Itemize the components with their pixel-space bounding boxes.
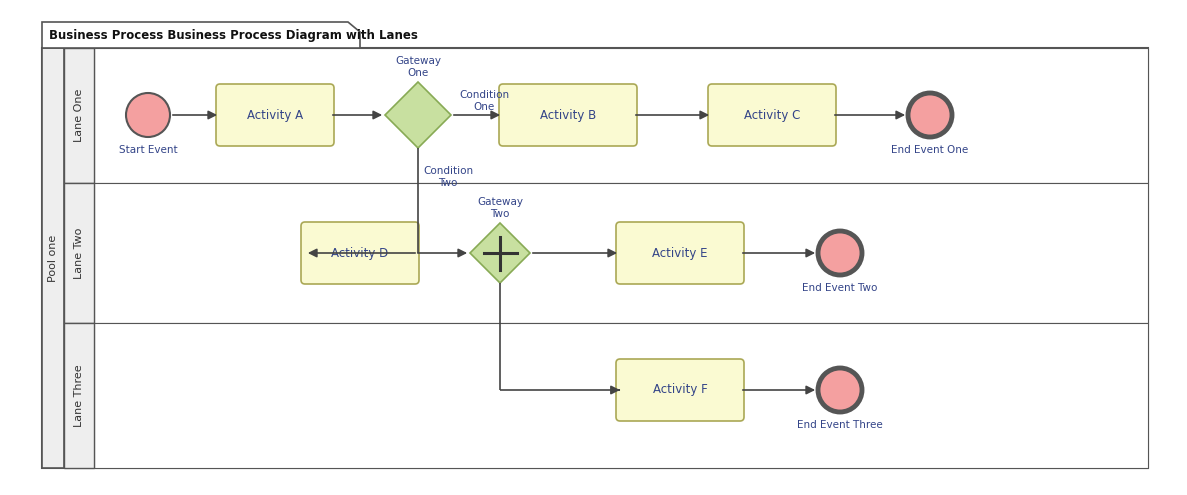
Text: Activity A: Activity A [247, 108, 303, 121]
Text: Activity C: Activity C [744, 108, 800, 121]
Text: Pool one: Pool one [47, 234, 58, 282]
Text: Lane Two: Lane Two [74, 227, 84, 279]
FancyBboxPatch shape [616, 222, 744, 284]
FancyBboxPatch shape [301, 222, 419, 284]
Text: Gateway
Two: Gateway Two [477, 198, 523, 219]
Bar [94, 48, 1148, 183]
Bar [64, 323, 94, 468]
Text: Lane One: Lane One [74, 89, 84, 142]
Text: End Event Two: End Event Two [802, 283, 877, 293]
Circle shape [818, 231, 862, 275]
Bar [94, 323, 1148, 468]
Text: Condition
Two: Condition Two [423, 166, 474, 188]
Bar [94, 183, 1148, 323]
Text: End Event Three: End Event Three [798, 420, 883, 430]
Text: Activity D: Activity D [331, 247, 388, 259]
Text: Activity E: Activity E [652, 247, 707, 259]
Text: Business Process Business Process Diagram with Lanes: Business Process Business Process Diagra… [49, 29, 418, 42]
Circle shape [818, 368, 862, 412]
Text: Lane Three: Lane Three [74, 364, 84, 427]
Text: Activity B: Activity B [540, 108, 596, 121]
Text: End Event One: End Event One [891, 145, 969, 155]
FancyBboxPatch shape [707, 84, 836, 146]
Text: Condition
One: Condition One [459, 90, 509, 112]
Polygon shape [470, 223, 531, 283]
FancyBboxPatch shape [216, 84, 334, 146]
Bar [64, 48, 94, 183]
Text: Gateway
One: Gateway One [395, 56, 442, 78]
Text: Start Event: Start Event [119, 145, 177, 155]
Text: Activity F: Activity F [653, 384, 707, 396]
FancyBboxPatch shape [499, 84, 637, 146]
Circle shape [908, 93, 952, 137]
Bar [42, 48, 1148, 468]
Polygon shape [42, 22, 360, 48]
Circle shape [126, 93, 170, 137]
Bar [42, 48, 64, 468]
Bar [64, 183, 94, 323]
FancyBboxPatch shape [616, 359, 744, 421]
Polygon shape [385, 82, 451, 148]
